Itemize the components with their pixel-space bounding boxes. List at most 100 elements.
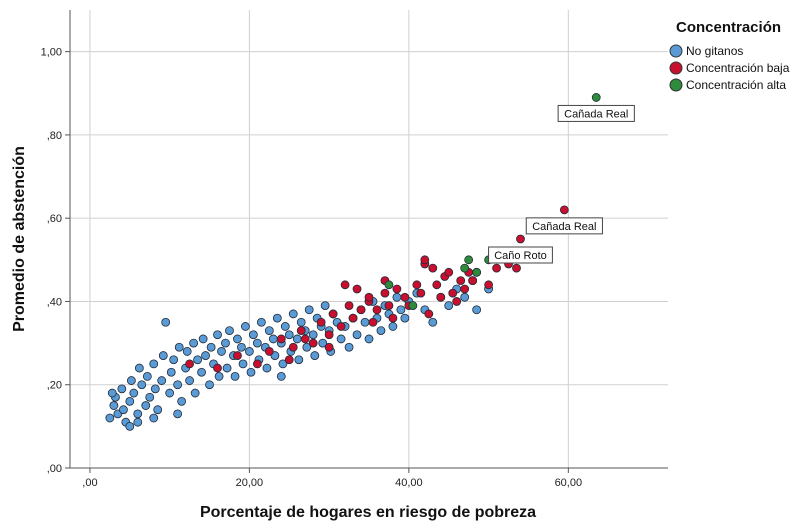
point-no-gitanos [197, 367, 206, 377]
point-no-gitanos [268, 334, 278, 344]
point-no-gitanos [185, 376, 195, 385]
point-no-gitanos [288, 309, 298, 319]
point-no-gitanos [133, 409, 143, 419]
point-no-gitanos [246, 367, 256, 377]
point-concentraci-n-baja [444, 267, 454, 277]
point-no-gitanos [388, 322, 398, 331]
x-tick-label: 40,00 [395, 477, 423, 489]
point-no-gitanos [352, 330, 362, 340]
point-concentraci-n-baja [344, 301, 354, 311]
point-no-gitanos [444, 301, 454, 311]
point-concentraci-n-baja [460, 284, 470, 294]
point-no-gitanos [137, 380, 147, 390]
point-no-gitanos [133, 417, 143, 427]
point-no-gitanos [182, 347, 192, 356]
point-no-gitanos [364, 334, 374, 344]
x-tick-label: 60,00 [555, 477, 583, 489]
x-axis-title: Porcentaje de hogares en riesgo de pobre… [200, 504, 536, 521]
point-concentraci-n-baja [368, 317, 378, 327]
legend-marker-concentracion-alta [669, 78, 683, 92]
point-no-gitanos [284, 330, 294, 340]
annotation-text: Cañada Real [564, 108, 628, 120]
point-concentraci-n-baja [213, 363, 222, 373]
annotation-label: Cañada Real [525, 217, 603, 235]
point-concentraci-n-baja [484, 280, 494, 290]
point-no-gitanos [205, 380, 214, 390]
point-concentraci-n-alta [460, 263, 470, 273]
point-no-gitanos [198, 334, 208, 344]
legend-item-no-gitanos: No gitanos [669, 44, 743, 58]
point-no-gitanos [256, 317, 266, 327]
y-tick-label: ,40 [47, 296, 62, 308]
point-concentraci-n-baja [388, 313, 398, 323]
annotation-box [557, 104, 635, 122]
point-no-gitanos [161, 317, 171, 327]
point-concentraci-n-baja [348, 313, 358, 323]
point-no-gitanos [237, 342, 246, 352]
y-tick-label: ,00 [47, 463, 62, 475]
point-concentraci-n-baja [400, 292, 410, 302]
point-no-gitanos [318, 338, 328, 348]
point-concentraci-n-alta [464, 255, 474, 265]
point-concentraci-n-alta [472, 267, 482, 277]
point-concentraci-n-baja [284, 355, 294, 365]
point-concentraci-n-baja [384, 301, 394, 311]
point-concentraci-n-baja [288, 342, 298, 352]
point-no-gitanos [177, 396, 187, 406]
point-concentraci-n-baja [432, 280, 442, 290]
point-concentraci-n-baja [492, 263, 501, 273]
point-no-gitanos [296, 317, 306, 327]
point-no-gitanos [119, 405, 128, 415]
point-no-gitanos [145, 392, 155, 402]
annotation-label: Cañada Real [557, 104, 635, 122]
point-no-gitanos [105, 413, 115, 423]
point-no-gitanos [310, 351, 320, 360]
y-tick-label: ,60 [47, 213, 62, 225]
point-no-gitanos [225, 326, 234, 336]
data-points [105, 93, 601, 431]
point-no-gitanos [320, 301, 330, 311]
point-no-gitanos [201, 351, 210, 360]
annotation-text: Cañada Real [532, 221, 596, 233]
point-no-gitanos [125, 421, 135, 431]
point-no-gitanos [376, 326, 386, 336]
point-concentraci-n-baja [233, 351, 242, 360]
point-concentraci-n-baja [516, 234, 525, 244]
point-concentraci-n-baja [324, 342, 334, 352]
y-tick-label: ,80 [47, 130, 62, 142]
y-tick-label: ,20 [47, 380, 62, 392]
point-no-gitanos [149, 413, 159, 423]
point-no-gitanos [142, 371, 152, 381]
point-concentraci-n-baja [372, 305, 382, 315]
point-concentraci-n-baja [468, 276, 478, 286]
point-no-gitanos [213, 330, 222, 340]
point-no-gitanos [302, 342, 312, 352]
y-axis-title: Promedio de abstención [11, 146, 28, 332]
point-concentraci-n-baja [340, 280, 350, 290]
plot-area [70, 10, 668, 468]
point-no-gitanos [294, 355, 304, 365]
point-concentraci-n-baja [456, 276, 466, 286]
legend-marker-concentracion-baja [669, 61, 683, 75]
point-no-gitanos [308, 330, 318, 340]
x-axis-ticks: ,00 20,00 40,00 60,00 [82, 468, 582, 489]
point-no-gitanos [304, 305, 314, 315]
point-no-gitanos [264, 326, 274, 336]
point-concentraci-n-baja [296, 326, 306, 336]
point-no-gitanos [149, 359, 159, 369]
point-concentraci-n-baja [428, 263, 438, 273]
point-no-gitanos [107, 388, 117, 398]
point-no-gitanos [129, 388, 139, 398]
point-concentraci-n-baja [416, 288, 426, 298]
point-concentraci-n-baja [300, 334, 310, 344]
point-concentraci-n-baja [352, 284, 362, 294]
point-concentraci-n-baja [364, 292, 374, 302]
point-no-gitanos [158, 351, 168, 360]
point-no-gitanos [276, 371, 286, 381]
point-no-gitanos [189, 338, 198, 348]
point-concentraci-n-baja [436, 292, 446, 302]
point-concentraci-n-baja [412, 280, 422, 290]
annotation-label: Caño Roto [488, 246, 553, 264]
point-no-gitanos [238, 359, 248, 369]
